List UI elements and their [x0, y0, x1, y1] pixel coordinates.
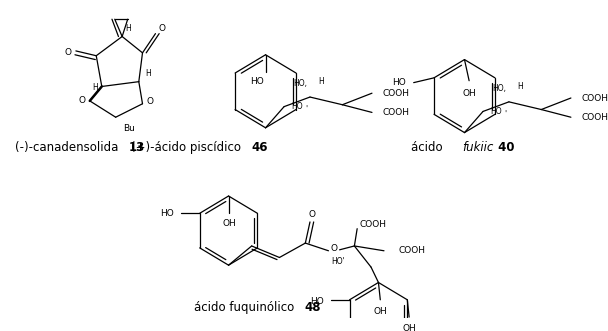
Text: COOH: COOH: [382, 108, 410, 117]
Text: HO: HO: [392, 78, 406, 87]
Text: 13: 13: [129, 140, 145, 154]
Text: O: O: [159, 24, 165, 33]
Text: OH: OH: [402, 324, 416, 331]
Text: fukiic: fukiic: [461, 140, 493, 154]
Text: HO,: HO,: [492, 84, 506, 93]
Text: O: O: [79, 96, 86, 105]
Text: COOH: COOH: [359, 220, 386, 229]
Text: H: H: [145, 70, 151, 78]
Text: H: H: [125, 24, 131, 33]
Text: OH: OH: [462, 89, 476, 98]
Text: Bu: Bu: [123, 124, 135, 133]
Text: H: H: [517, 82, 523, 91]
Text: 46: 46: [252, 140, 268, 154]
Text: COOH: COOH: [581, 93, 608, 103]
Text: O: O: [64, 48, 71, 57]
Text: O: O: [308, 210, 316, 219]
Text: ': ': [504, 110, 506, 119]
Text: HO: HO: [490, 107, 502, 116]
Text: HO: HO: [310, 297, 324, 306]
Text: OH: OH: [373, 307, 387, 316]
Text: HO: HO: [161, 209, 174, 218]
Text: ': ': [305, 105, 307, 114]
Text: OH: OH: [223, 219, 237, 228]
Text: ácido: ácido: [410, 140, 446, 154]
Text: ácido fuquinólico: ácido fuquinólico: [194, 301, 298, 314]
Text: O: O: [331, 244, 337, 253]
Text: HO: HO: [250, 77, 264, 86]
Text: O: O: [147, 97, 153, 106]
Text: HO': HO': [331, 257, 345, 266]
Text: (+)-ácido piscídico: (+)-ácido piscídico: [131, 140, 244, 154]
Text: COOH: COOH: [581, 113, 608, 122]
Text: HO: HO: [291, 102, 303, 111]
Text: HO,: HO,: [294, 79, 308, 88]
Text: COOH: COOH: [382, 89, 410, 98]
Text: (-)-canadensolida: (-)-canadensolida: [15, 140, 122, 154]
Text: H: H: [318, 77, 324, 86]
Text: COOH: COOH: [399, 246, 426, 255]
Text: H: H: [92, 83, 98, 92]
Text: 48: 48: [305, 301, 321, 314]
Text: 40: 40: [494, 140, 514, 154]
